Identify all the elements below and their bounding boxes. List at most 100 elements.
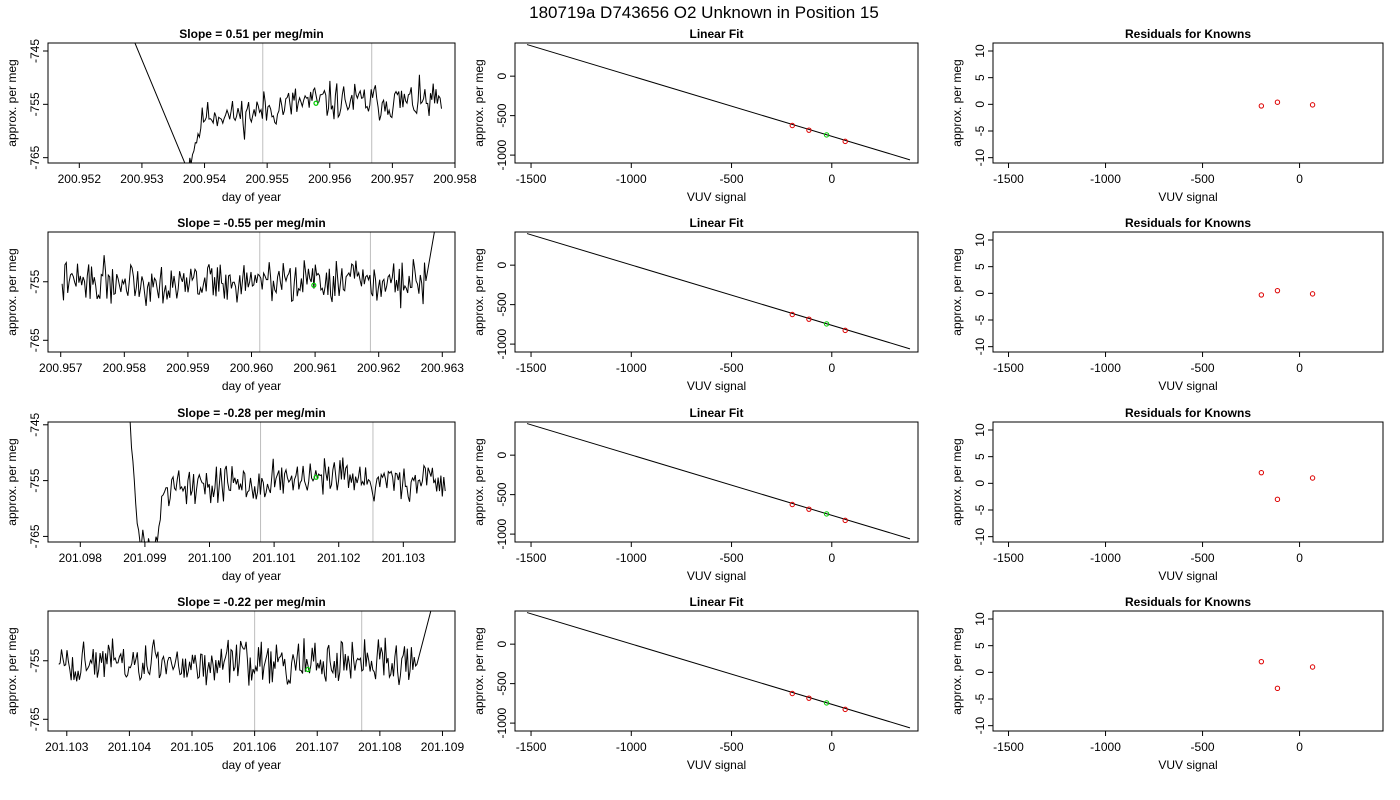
plot-area xyxy=(526,233,911,350)
y-tick-label: 5 xyxy=(973,74,987,81)
known-point xyxy=(806,695,812,701)
known-point xyxy=(789,122,795,129)
y-tick-label: 5 xyxy=(973,453,987,460)
unknown-marker xyxy=(313,474,319,480)
panel-title: Slope = -0.55 per meg/min xyxy=(177,216,325,230)
known-point xyxy=(1274,496,1281,503)
y-tick-label: 10 xyxy=(973,612,987,626)
x-tick-label: -1000 xyxy=(616,740,647,754)
x-tick-label: 0 xyxy=(828,361,835,375)
known-point xyxy=(1258,469,1265,476)
panel-1-0: Slope = -0.55 per meg/min 200.957 200.958 2… xyxy=(5,216,464,393)
x-tick-label: -500 xyxy=(1191,740,1215,754)
data-series-line xyxy=(134,43,442,163)
y-tick-label: -500 xyxy=(495,671,509,695)
y-tick-label: 0 xyxy=(495,641,509,648)
x-tick-label: 201.098 xyxy=(59,551,103,565)
x-axis-label: day of year xyxy=(222,379,281,393)
plot-area xyxy=(526,423,911,540)
panel-1-1: Linear Fit -1500 -1000 -500 0 0 -500 -1000 VUV s… xyxy=(472,216,919,393)
known-point xyxy=(806,127,812,133)
y-tick-label: 10 xyxy=(973,423,987,437)
plot-area xyxy=(1258,469,1316,503)
x-tick-label: -1500 xyxy=(993,551,1024,565)
x-tick-label: 201.109 xyxy=(421,740,465,754)
x-axis-label: VUV signal xyxy=(687,569,746,583)
plot-area xyxy=(526,612,911,729)
panel-title: Linear Fit xyxy=(689,27,743,41)
y-tick-label: -500 xyxy=(495,482,509,506)
known-point xyxy=(842,517,848,524)
panel-title: Linear Fit xyxy=(689,595,743,609)
x-tick-label: -1500 xyxy=(516,361,547,375)
x-tick-label: 201.100 xyxy=(188,551,232,565)
known-point xyxy=(1274,685,1281,692)
x-tick-label: 201.103 xyxy=(45,740,89,754)
x-tick-label: 201.104 xyxy=(108,740,152,754)
x-axis-label: VUV signal xyxy=(1158,569,1217,583)
x-tick-label: 201.103 xyxy=(382,551,426,565)
known-point xyxy=(806,506,812,512)
x-tick-label: 200.962 xyxy=(357,361,401,375)
y-axis-label: approx. per meg xyxy=(5,627,19,714)
figure-title: 180719a D743656 O2 Unknown in Position 1… xyxy=(529,3,879,22)
x-tick-label: 200.953 xyxy=(120,172,164,186)
plot-area xyxy=(129,422,446,542)
y-axis-label: approx. per meg xyxy=(950,59,964,146)
x-tick-label: 201.101 xyxy=(252,551,296,565)
panel-3-0: Slope = -0.22 per meg/min 201.103 201.104 2… xyxy=(5,595,464,772)
known-point xyxy=(789,501,795,508)
x-tick-label: -1500 xyxy=(516,740,547,754)
x-tick-label: -1500 xyxy=(993,361,1024,375)
x-tick-label: -1000 xyxy=(1090,740,1121,754)
known-point xyxy=(842,706,848,713)
y-tick-label: -745 xyxy=(28,39,42,63)
panel-1-2: Residuals for Knowns -1500 -1000 -500 0 10 5 0 -… xyxy=(950,216,1384,393)
x-tick-label: 200.963 xyxy=(421,361,465,375)
x-tick-label: -500 xyxy=(1191,172,1215,186)
x-tick-label: 0 xyxy=(828,172,835,186)
x-tick-label: -500 xyxy=(1191,551,1215,565)
y-tick-label: 0 xyxy=(495,262,509,269)
y-tick-label: 5 xyxy=(973,642,987,649)
y-tick-label: -765 xyxy=(28,524,42,548)
plot-area xyxy=(526,44,911,161)
unknown-marker xyxy=(305,666,311,673)
plot-area xyxy=(58,611,432,731)
y-tick-label: 0 xyxy=(973,290,987,297)
x-tick-label: 0 xyxy=(828,740,835,754)
y-axis-label: approx. per meg xyxy=(5,59,19,146)
y-axis-label: approx. per meg xyxy=(472,627,486,714)
x-tick-label: -500 xyxy=(720,361,744,375)
known-point xyxy=(1258,292,1265,298)
plot-frame xyxy=(992,421,1384,543)
x-tick-label: -1000 xyxy=(616,172,647,186)
known-point xyxy=(1309,102,1316,108)
x-tick-label: 201.107 xyxy=(296,740,340,754)
x-tick-label: -1000 xyxy=(616,361,647,375)
y-tick-label: -10 xyxy=(973,149,987,167)
known-point xyxy=(1274,287,1281,294)
plot-frame xyxy=(47,231,456,353)
y-axis-label: approx. per meg xyxy=(472,438,486,525)
y-tick-label: 5 xyxy=(973,263,987,270)
x-tick-label: 200.952 xyxy=(58,172,102,186)
panel-0-2: Residuals for Knowns -1500 -1000 -500 0 10 5 0 -… xyxy=(950,27,1384,204)
y-tick-label: -5 xyxy=(973,504,987,515)
y-axis-label: approx. per meg xyxy=(472,59,486,146)
panel-0-0: Slope = 0.51 per meg/min 200.952 200.953 20… xyxy=(5,27,477,204)
x-tick-label: 200.954 xyxy=(183,172,227,186)
x-tick-label: 200.956 xyxy=(308,172,352,186)
x-axis-label: VUV signal xyxy=(687,758,746,772)
unknown-point xyxy=(823,132,830,138)
data-series-line xyxy=(61,232,435,309)
plot-area xyxy=(1258,99,1316,109)
y-tick-label: 0 xyxy=(495,452,509,459)
x-tick-label: 0 xyxy=(1296,740,1303,754)
y-tick-label: -10 xyxy=(973,338,987,356)
panel-2-0: Slope = -0.28 per meg/min 201.098 201.099 2… xyxy=(5,406,456,583)
x-tick-label: 201.099 xyxy=(123,551,167,565)
y-axis-label: approx. per meg xyxy=(950,248,964,335)
x-axis-label: VUV signal xyxy=(1158,758,1217,772)
x-tick-label: 200.957 xyxy=(371,172,415,186)
